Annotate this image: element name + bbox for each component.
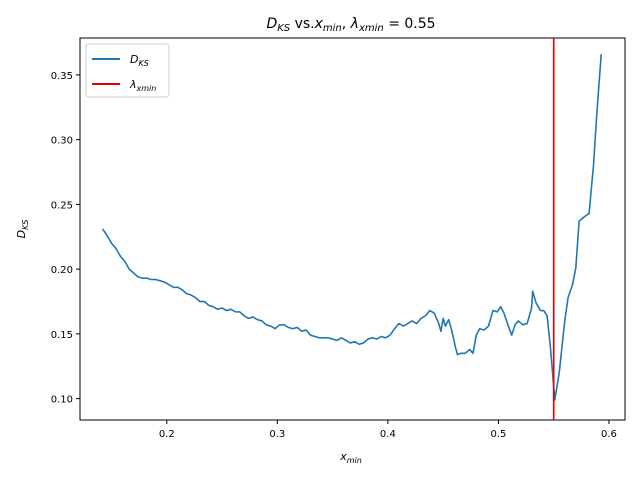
x-tick-label: 0.5 xyxy=(490,429,506,440)
x-axis-ticks: 0.2 0.3 0.4 0.5 0.6 xyxy=(159,420,617,440)
y-tick-label: 0.25 xyxy=(51,200,73,211)
legend: DKS λxmin xyxy=(85,43,170,98)
y-tick-label: 0.20 xyxy=(51,265,73,276)
series-layer xyxy=(101,38,603,420)
plot-area xyxy=(79,37,626,421)
chart-title: DKS vs.xmin, λxmin = 0.55 xyxy=(266,16,435,34)
x-axis-label: xmin xyxy=(339,450,362,465)
y-tick-label: 0.35 xyxy=(51,71,73,82)
x-tick-label: 0.4 xyxy=(380,429,396,440)
legend-label-lambda: λxmin xyxy=(129,78,156,93)
x-tick-label: 0.6 xyxy=(601,429,617,440)
y-tick-label: 0.10 xyxy=(51,395,73,406)
y-axis-ticks: 0.10 0.15 0.20 0.25 0.30 0.35 xyxy=(51,71,80,406)
legend-label-dks: DKS xyxy=(130,53,149,68)
y-tick-label: 0.15 xyxy=(51,330,73,341)
x-tick-label: 0.3 xyxy=(269,429,285,440)
series-line-dks xyxy=(101,54,603,401)
y-axis-label: DKS xyxy=(15,220,30,239)
y-tick-label: 0.30 xyxy=(51,136,73,147)
x-tick-label: 0.2 xyxy=(159,429,175,440)
legend-box xyxy=(85,43,170,98)
